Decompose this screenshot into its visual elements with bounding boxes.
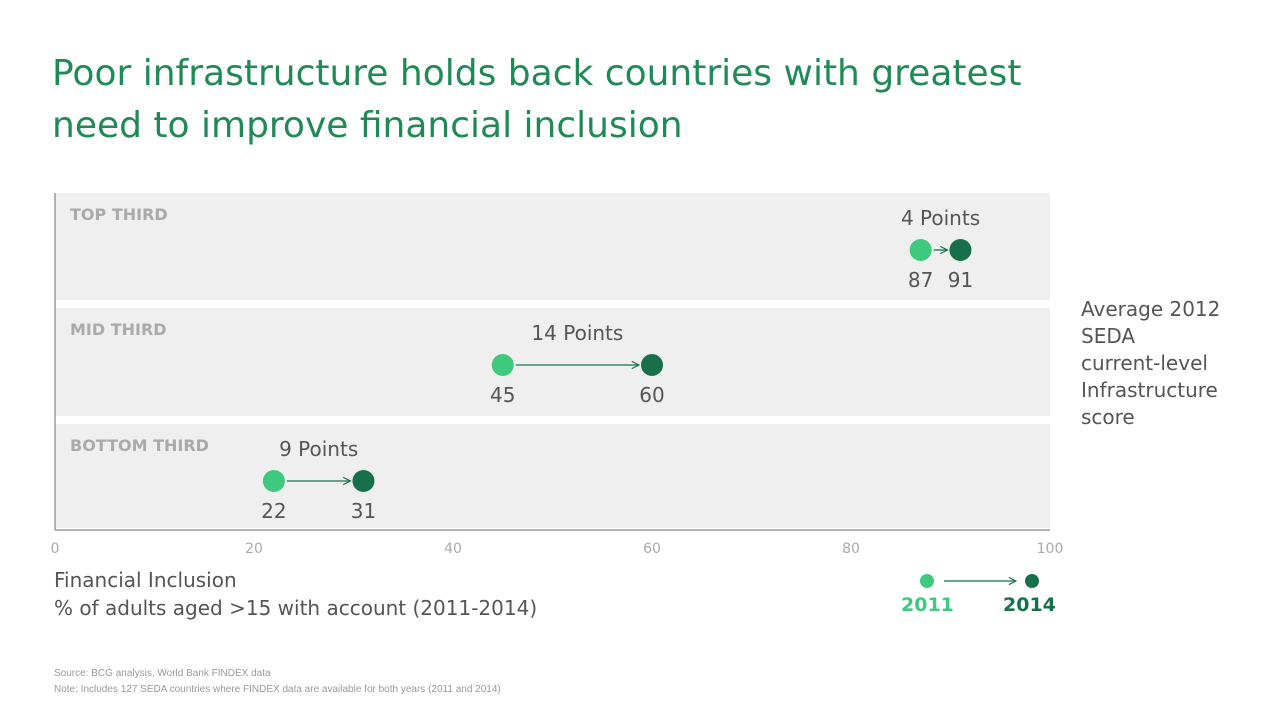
- bottom-third-band: [55, 424, 1050, 528]
- mid-third-2014-point: [641, 354, 663, 376]
- chart-title-line-1: Poor infrastructure holds back countries…: [52, 53, 1022, 94]
- x-axis-title: Financial Inclusion % of adults aged >15…: [54, 566, 537, 622]
- top-third-2011-point: [909, 239, 932, 261]
- row-axis-title-line-4: Infrastructure: [1081, 378, 1218, 402]
- x-tick-label-40: 40: [444, 541, 462, 557]
- footnotes: Source: BCG analysis, World Bank FINDEX …: [54, 666, 501, 698]
- chart-title: Poor infrastructure holds back countries…: [52, 48, 1052, 152]
- row-axis-title-line-3: current-level: [1081, 351, 1208, 375]
- legend-2011-point: [920, 574, 934, 588]
- x-tick-label-0: 0: [51, 541, 60, 557]
- chart-title-line-2: need to improve financial inclusion: [52, 105, 683, 146]
- source-note: Source: BCG analysis, World Bank FINDEX …: [54, 668, 271, 679]
- top-third-change-label: 4 Points: [901, 206, 980, 230]
- bottom-third-2014-value: 31: [351, 499, 376, 523]
- mid-third-2011-value: 45: [490, 383, 515, 407]
- bottom-third-label: BOTTOM THIRD: [70, 436, 209, 455]
- row-axis-title-line-2: SEDA: [1081, 324, 1136, 348]
- top-third-2014-point: [949, 239, 972, 261]
- bottom-third-change-label: 9 Points: [279, 437, 358, 461]
- bottom-third-2011-point: [262, 470, 285, 492]
- legend-label-2014: 2014: [1003, 594, 1056, 616]
- bottom-third-2011-value: 22: [261, 499, 286, 523]
- mid-third-band: [55, 308, 1050, 416]
- x-tick-label-20: 20: [245, 541, 263, 557]
- row-axis-title: Average 2012 SEDA current-level Infrastr…: [1081, 296, 1271, 431]
- legend-2014-point: [1025, 574, 1039, 588]
- methodology-note: Note: Includes 127 SEDA countries where …: [54, 684, 501, 695]
- x-axis-title-line-2: % of adults aged >15 with account (2011-…: [54, 596, 538, 620]
- x-axis-title-line-1: Financial Inclusion: [54, 568, 237, 592]
- mid-third-change-label: 14 Points: [531, 321, 623, 345]
- bottom-third-2014-point: [352, 470, 375, 492]
- mid-third-2011-point: [491, 354, 514, 376]
- row-axis-title-line-1: Average 2012: [1081, 297, 1221, 321]
- mid-third-2014-value: 60: [639, 383, 664, 407]
- x-tick-label-100: 100: [1037, 541, 1064, 557]
- mid-third-label: MID THIRD: [70, 320, 167, 339]
- x-tick-label-80: 80: [842, 541, 860, 557]
- top-third-2014-value: 91: [948, 268, 973, 292]
- row-axis-title-line-5: score: [1081, 405, 1135, 429]
- x-tick-label-60: 60: [643, 541, 661, 557]
- top-third-label: TOP THIRD: [70, 205, 168, 224]
- legend-label-2011: 2011: [901, 594, 954, 616]
- top-third-band: [55, 193, 1050, 300]
- top-third-2011-value: 87: [908, 268, 933, 292]
